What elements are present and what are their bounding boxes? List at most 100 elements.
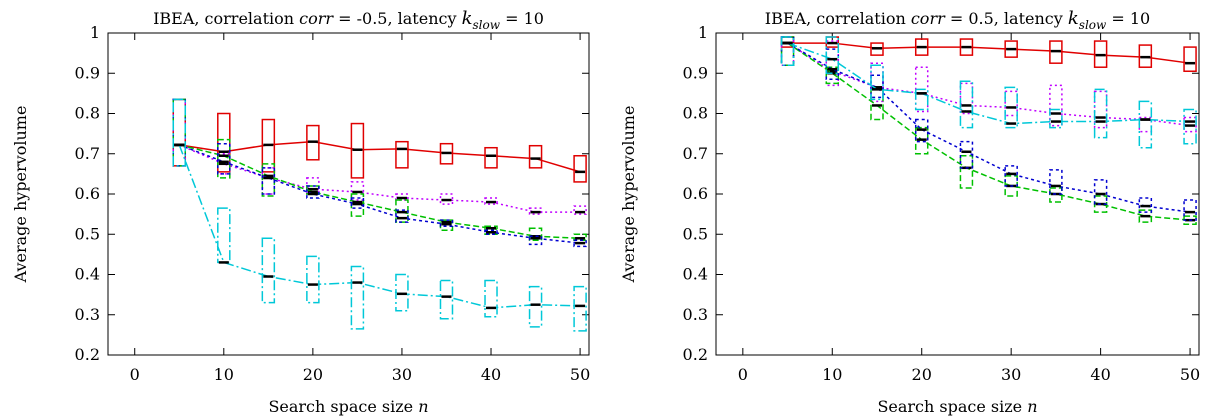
box: [350, 181, 365, 201]
box: [914, 126, 929, 155]
series-line: [787, 42, 1191, 64]
box: [1004, 90, 1018, 117]
box: [484, 146, 498, 169]
y-tick-label: 1: [90, 23, 100, 42]
box: [1093, 88, 1108, 139]
box: [484, 279, 498, 318]
plot-frame: [715, 32, 1200, 356]
box: [1093, 179, 1108, 205]
box: [780, 36, 795, 66]
series-3: [780, 36, 1197, 225]
box: [439, 193, 454, 205]
x-tick-label: 0: [738, 365, 748, 384]
box: [1138, 197, 1153, 213]
box: [350, 197, 365, 209]
x-axis-label: Search space size n: [268, 397, 428, 416]
box: [959, 140, 974, 169]
box: [217, 153, 231, 175]
box: [217, 207, 231, 264]
y-tick-label: 0.9: [75, 63, 100, 82]
y-tick-label: 0.2: [683, 345, 708, 364]
series-line: [179, 140, 581, 173]
plot-frame: [107, 32, 590, 356]
box: [959, 82, 974, 115]
y-tick-label: 0.2: [75, 345, 100, 364]
y-tick-label: 0.5: [75, 224, 100, 243]
x-tick-label: 0: [130, 365, 140, 384]
box: [780, 36, 795, 66]
series-4: [172, 98, 587, 248]
chart-title: IBEA, correlation corr = 0.5, latency ks…: [765, 8, 1150, 32]
box: [395, 140, 409, 169]
y-tick-label: 0.4: [683, 265, 708, 284]
box: [1049, 108, 1063, 129]
series-line: [178, 144, 581, 309]
box: [217, 142, 231, 175]
y-axis-label: Average hypervolume: [619, 106, 638, 284]
box: [914, 118, 929, 143]
y-tick-label: 0.7: [75, 144, 100, 163]
series-line: [787, 42, 1191, 127]
x-tick-label: 10: [822, 365, 842, 384]
box: [261, 167, 276, 195]
x-tick-label: 20: [912, 365, 932, 384]
x-axis-label: Search space size n: [877, 397, 1037, 416]
box: [1049, 84, 1063, 127]
box: [870, 62, 884, 103]
y-axis-label: Average hypervolume: [11, 106, 30, 284]
box: [870, 74, 884, 99]
box: [1183, 46, 1197, 72]
box: [484, 197, 498, 205]
box: [172, 98, 187, 167]
box: [217, 112, 231, 173]
y-tick-label: 0.3: [75, 305, 100, 324]
series-1: [172, 98, 587, 183]
box: [528, 235, 543, 246]
x-tick-label: 30: [392, 365, 412, 384]
y-tick-label: 0.8: [75, 104, 100, 123]
x-tick-label: 40: [481, 365, 501, 384]
box: [959, 80, 974, 129]
box: [573, 239, 587, 248]
box: [1049, 169, 1063, 195]
x-tick-label: 40: [1090, 365, 1110, 384]
x-tick-label: 50: [570, 365, 590, 384]
box: [172, 98, 187, 167]
series-line: [178, 144, 581, 213]
box: [825, 36, 840, 74]
x-tick-label: 10: [214, 365, 234, 384]
x-tick-label: 20: [303, 365, 323, 384]
data-area: [172, 98, 587, 332]
series-5: [172, 98, 587, 332]
y-tick-label: 1: [698, 23, 708, 42]
box: [306, 255, 320, 304]
chart-panel-2: 0.20.30.40.50.60.70.80.910 10 20 30 40 50IBEA…: [619, 8, 1200, 416]
box: [217, 138, 231, 179]
box: [172, 98, 187, 167]
box: [870, 64, 884, 101]
y-tick-label: 0.8: [683, 104, 708, 123]
series-line: [787, 42, 1191, 125]
x-tick-label: 50: [1180, 365, 1200, 384]
box: [528, 285, 543, 328]
series-2: [172, 98, 587, 215]
box: [306, 185, 320, 199]
box: [528, 227, 543, 242]
box: [780, 36, 795, 66]
series-line: [178, 144, 581, 244]
box: [172, 98, 187, 167]
y-tick-label: 0.6: [683, 184, 708, 203]
box: [573, 285, 587, 332]
y-tick-label: 0.5: [683, 224, 708, 243]
box: [484, 229, 498, 236]
chart-panel-1: 0.20.30.40.50.60.70.80.910 10 20 30 40 50IBEA…: [11, 8, 590, 416]
y-tick-label: 0.7: [683, 144, 708, 163]
box: [261, 237, 276, 304]
series-5: [780, 36, 1197, 149]
box: [528, 144, 543, 169]
box: [573, 233, 587, 242]
box: [825, 48, 840, 81]
box: [528, 207, 543, 215]
box: [439, 279, 454, 320]
